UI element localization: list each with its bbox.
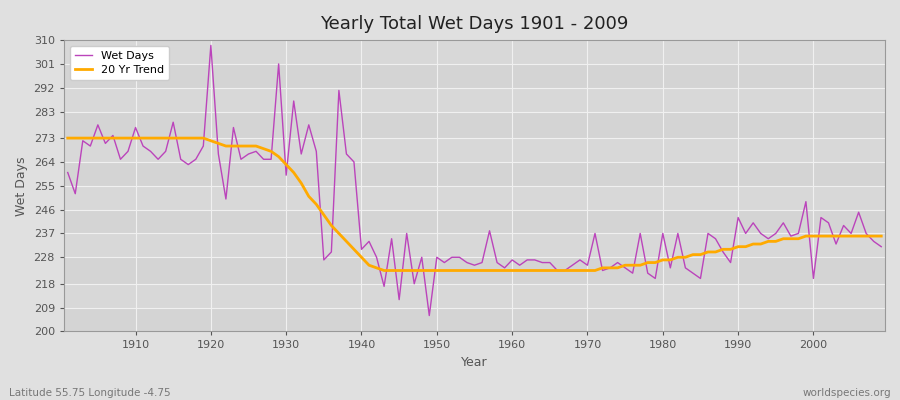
Title: Yearly Total Wet Days 1901 - 2009: Yearly Total Wet Days 1901 - 2009 xyxy=(320,15,629,33)
20 Yr Trend xyxy=(507,268,517,273)
20 Yr Trend xyxy=(288,170,299,175)
Wet Days xyxy=(514,263,525,268)
20 Yr Trend xyxy=(605,266,616,270)
X-axis label: Year: Year xyxy=(461,356,488,369)
Text: Latitude 55.75 Longitude -4.75: Latitude 55.75 Longitude -4.75 xyxy=(9,388,171,398)
Wet Days xyxy=(341,152,352,156)
Line: 20 Yr Trend: 20 Yr Trend xyxy=(68,138,881,270)
Bar xyxy=(64,257,885,284)
Y-axis label: Wet Days: Wet Days xyxy=(15,156,28,216)
Wet Days xyxy=(296,152,307,156)
Wet Days xyxy=(522,258,533,262)
20 Yr Trend xyxy=(876,234,886,238)
Wet Days xyxy=(62,170,73,175)
20 Yr Trend xyxy=(514,268,525,273)
Wet Days xyxy=(876,244,886,249)
Wet Days xyxy=(612,260,623,265)
Line: Wet Days: Wet Days xyxy=(68,46,881,316)
Wet Days xyxy=(424,313,435,318)
Bar xyxy=(64,64,885,88)
Wet Days xyxy=(205,43,216,48)
Legend: Wet Days, 20 Yr Trend: Wet Days, 20 Yr Trend xyxy=(69,46,169,80)
Bar xyxy=(64,162,885,186)
Text: worldspecies.org: worldspecies.org xyxy=(803,388,891,398)
20 Yr Trend xyxy=(379,268,390,273)
20 Yr Trend xyxy=(334,231,345,236)
Bar xyxy=(64,308,885,332)
20 Yr Trend xyxy=(62,136,73,140)
Bar xyxy=(64,112,885,138)
Bar xyxy=(64,210,885,234)
20 Yr Trend xyxy=(122,136,133,140)
Wet Days xyxy=(122,149,133,154)
